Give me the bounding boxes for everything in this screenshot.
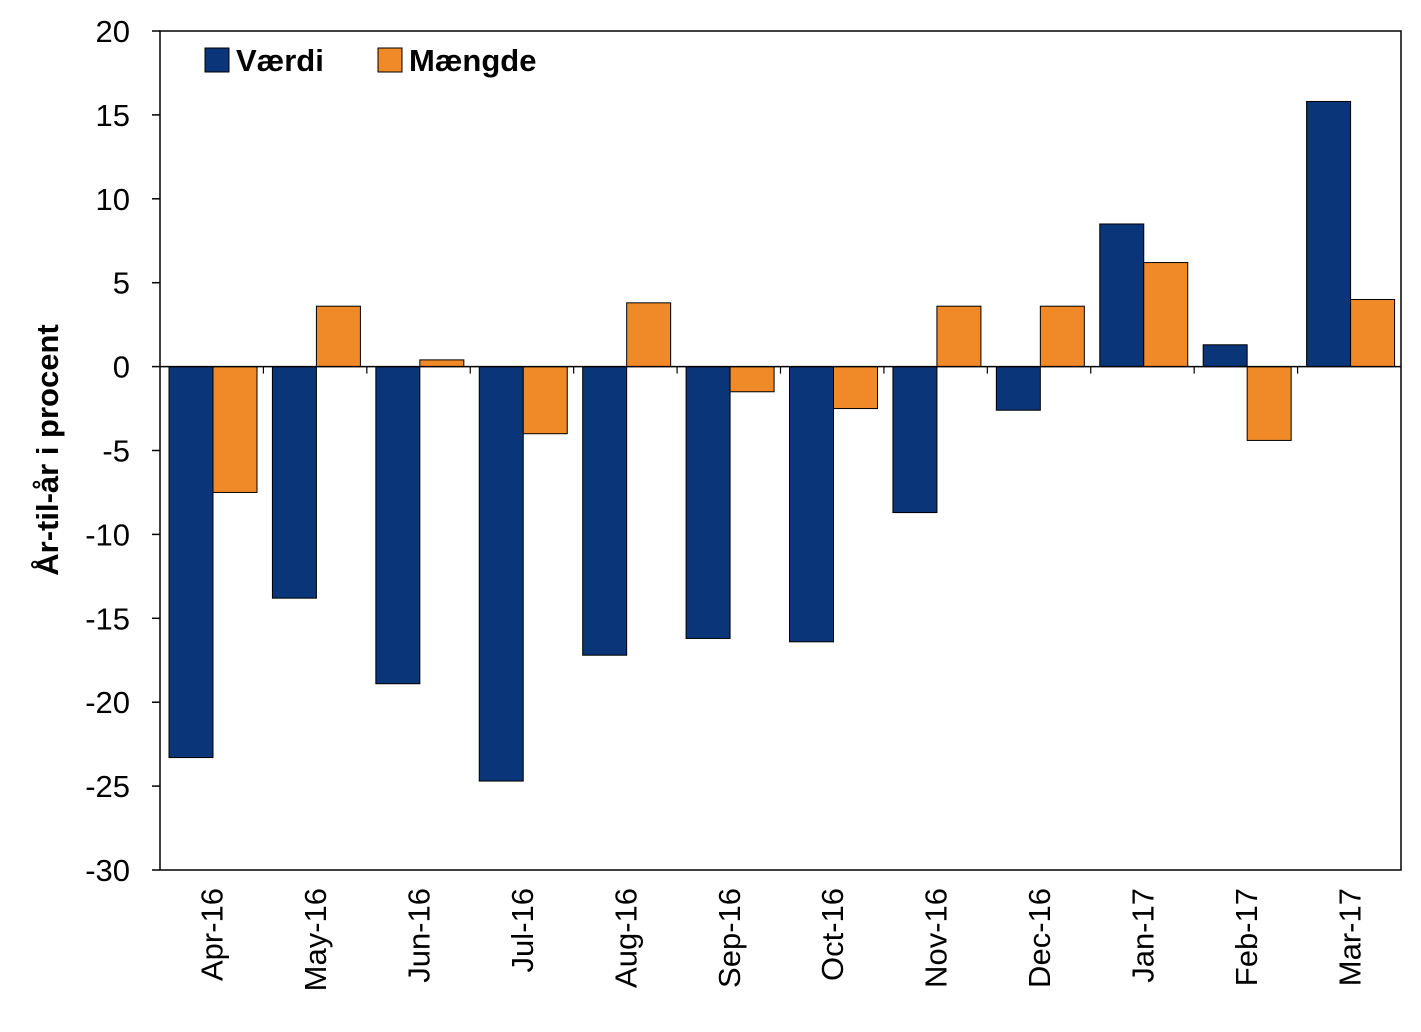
x-tick-label: Oct-16	[815, 888, 850, 981]
bar-maengde-jun-16	[419, 359, 465, 368]
bar-maengde-aug-16	[626, 302, 672, 368]
bar-vaerdi-may-16	[271, 366, 317, 599]
y-tick-label: 5	[113, 266, 130, 301]
bar-vaerdi-jun-16	[375, 366, 421, 685]
bar-vaerdi-nov-16	[892, 366, 938, 514]
y-axis-label: År-til-år i procent	[30, 324, 65, 575]
bars-layer	[168, 100, 1396, 782]
bar-maengde-nov-16	[936, 305, 982, 368]
x-tick-label: Jun-16	[402, 888, 437, 983]
bar-vaerdi-oct-16	[789, 366, 834, 643]
legend-swatch-maengde	[377, 47, 403, 73]
x-tick-label: Apr-16	[195, 888, 230, 981]
bar-vaerdi-mar-17	[1306, 100, 1352, 368]
bar-maengde-jan-17	[1143, 262, 1189, 368]
bar-vaerdi-apr-16	[168, 366, 214, 759]
bar-maengde-mar-17	[1350, 298, 1396, 368]
x-tick-label: Nov-16	[919, 888, 954, 988]
y-tick-label: 10	[96, 182, 130, 217]
y-tick-label: -15	[85, 601, 130, 636]
legend-label-vaerdi: Værdi	[236, 43, 324, 78]
y-tick-label: 15	[96, 98, 130, 133]
y-tick-label: -30	[85, 853, 130, 888]
y-tick-label: -10	[85, 517, 130, 552]
legend: Værdi Mængde	[204, 43, 536, 78]
x-tick-label: May-16	[298, 888, 333, 991]
bar-vaerdi-aug-16	[582, 366, 628, 656]
x-tick-label: Jul-16	[505, 888, 540, 972]
bar-maengde-apr-16	[212, 366, 258, 493]
bar-vaerdi-sep-16	[685, 366, 731, 639]
legend-swatch-vaerdi	[204, 47, 230, 73]
x-tick-label: Dec-16	[1022, 888, 1057, 988]
bar-vaerdi-dec-16	[995, 366, 1041, 411]
plot-area	[159, 30, 1402, 871]
bar-maengde-dec-16	[1039, 305, 1085, 368]
bar-vaerdi-feb-17	[1202, 344, 1248, 368]
bar-maengde-oct-16	[833, 366, 878, 410]
x-tick-label: Jan-17	[1125, 888, 1160, 983]
bar-vaerdi-jan-17	[1099, 223, 1145, 368]
bar-vaerdi-jul-16	[478, 366, 524, 782]
bar-maengde-may-16	[315, 305, 361, 368]
legend-label-maengde: Mængde	[409, 43, 536, 78]
bar-maengde-jul-16	[522, 366, 568, 435]
x-tick-label: Feb-17	[1229, 888, 1264, 986]
y-tick-label: -20	[85, 685, 130, 720]
x-tick-label: Aug-16	[608, 888, 643, 988]
bar-maengde-sep-16	[729, 366, 775, 393]
y-tick-label: 0	[113, 350, 130, 385]
y-tick-label: -25	[85, 769, 130, 804]
bar-maengde-feb-17	[1246, 366, 1292, 441]
x-tick-label: Sep-16	[712, 888, 747, 988]
y-tick-label: 20	[96, 14, 130, 49]
x-tick-label: Mar-17	[1332, 888, 1367, 986]
y-tick-label: -5	[102, 434, 130, 469]
axes-layer: 20 15 10 5 0 -5 -10 -15 -20 -25 -30 Apr-16 May-16 Jun…	[85, 14, 1401, 991]
